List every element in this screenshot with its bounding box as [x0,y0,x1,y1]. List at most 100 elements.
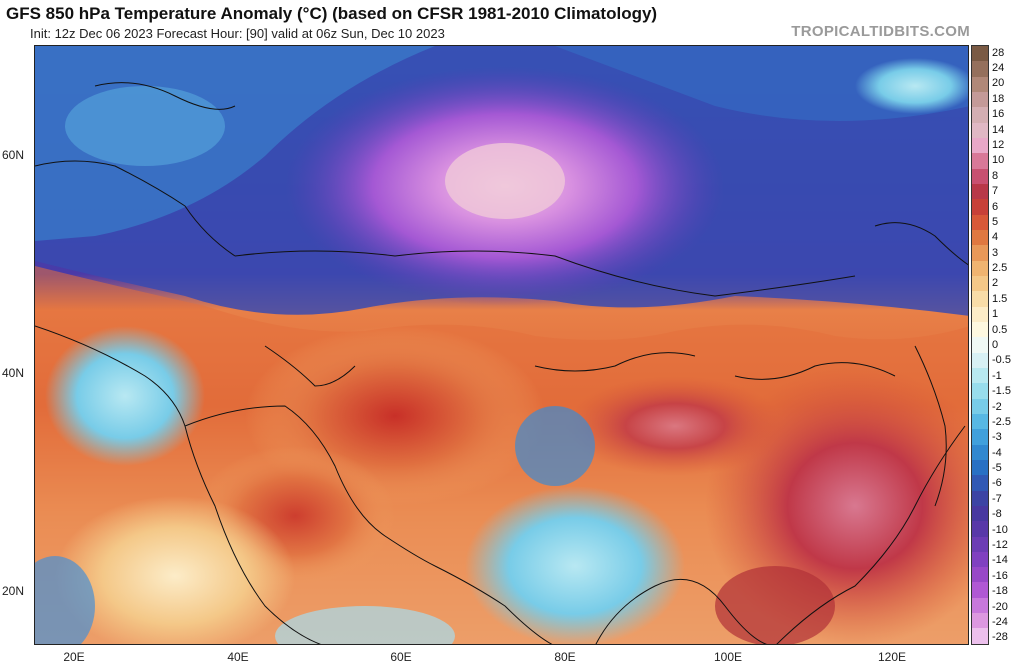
colorbar-segment [972,367,988,384]
colorbar-tick-label: 24 [992,62,1005,75]
site-brand: TROPICALTIDBITS.COM [791,23,970,40]
colorbar-segment [972,413,988,430]
lat-label-40n: 40N [2,366,25,380]
colorbar-tick-label: -10 [992,523,1008,536]
colorbar-tick-label: -14 [992,554,1008,567]
colorbar-tick-label: 2 [992,277,999,290]
lat-label-60n: 60N [2,148,25,162]
colorbar-segment [972,551,988,568]
cool-anomaly-mediterranean [45,326,205,466]
cold-anomaly-center [445,143,565,219]
colorbar-segment [972,459,988,476]
colorbar-segment [972,337,988,353]
colorbar-tick-label: -3 [992,431,1002,444]
colorbar-tick-label: -0.5 [992,354,1011,367]
colorbar-segment [972,505,988,522]
colorbar-segment [972,521,988,537]
colorbar-segment [972,137,988,154]
colorbar-tick-label: -5 [992,462,1002,475]
colorbar-segment [972,597,988,614]
colorbar-segment [972,291,988,307]
colorbar-tick-label: 5 [992,215,999,228]
lat-label-20n: 20N [2,584,25,598]
lon-label-20e: 20E [63,650,85,664]
colorbar-segment [972,536,988,552]
colorbar-segment [972,321,988,338]
colorbar-tick-label: 18 [992,92,1005,105]
colorbar-tick-label: -6 [992,477,1002,490]
cool-anomaly-arabian-sea [275,606,455,644]
colorbar-tick-label: 10 [992,154,1005,167]
anomaly-map [34,45,969,645]
colorbar-tick-label: 0.5 [992,323,1008,336]
colorbar-segment [972,567,988,583]
colorbar-segment [972,429,988,445]
colorbar-segment [972,444,988,460]
colorbar-segment [972,229,988,246]
colorbar-segment [972,582,988,598]
colorbar-tick-label: 12 [992,139,1005,151]
map-canvas [35,46,968,644]
colorbar-tick-label: -2 [992,400,1002,413]
colorbar-tick-label: -8 [992,508,1002,521]
colorbar-tick-label: -12 [992,539,1008,551]
colorbar-segment [972,260,988,276]
colorbar-tick-label: 28 [992,46,1005,59]
colorbar-segment [972,613,988,629]
colorbar-segment [972,76,988,92]
colorbar-tick-label: 16 [992,108,1005,121]
colorbar-tick-label: 4 [992,231,999,244]
colorbar-tick-label: -18 [992,585,1008,598]
cool-anomaly-india [465,486,685,644]
colorbar-tick-label: 1 [992,308,999,321]
colorbar-segment [972,122,988,138]
warm-anomaly-tibet [565,376,785,476]
colorbar-tick-label: -2.5 [992,415,1011,428]
colorbar-segment [972,475,988,491]
lon-label-80e: 80E [554,650,576,664]
colorbar-segment [972,306,988,322]
lon-label-120e: 120E [877,650,907,664]
colorbar-segment [972,275,988,292]
colorbar-segment [972,107,988,123]
lon-label-100e: 100E [713,650,743,664]
colorbar-segment [972,46,988,62]
colorbar-segment [972,153,988,169]
colorbar-tick-label: -1 [992,369,1002,382]
colorbar-segment [972,199,988,215]
colorbar-tick-label: -4 [992,446,1002,459]
colorbar-segment [972,352,988,368]
colorbar-tick-label: 1.5 [992,292,1008,305]
colorbar-segment [972,628,988,644]
chart-title: GFS 850 hPa Temperature Anomaly (°C) (ba… [6,4,658,23]
colorbar-segment [972,168,988,184]
chart-subtitle: Init: 12z Dec 06 2023 Forecast Hour: [90… [30,26,445,41]
mild-cold-patch [855,58,968,114]
colorbar-tick-label: 3 [992,246,999,259]
cool-anomaly-himalaya [515,406,595,486]
colorbar-segment [972,61,988,77]
colorbar-tick-label: -7 [992,492,1002,505]
colorbar-tick-label: 0 [992,339,999,351]
scandinavia-patch [65,86,225,166]
colorbar-tick-label: -20 [992,600,1008,613]
colorbar-tick-label: 2.5 [992,262,1008,275]
lon-label-40e: 40E [227,650,249,664]
colorbar-segment [972,398,988,414]
colorbar-tick-label: 14 [992,123,1005,136]
colorbar-labels: 28 24 20 18 16 14 12 10 8 7 6 5 4 3 2.5 2 1.5 1 0.5 0 -0.5 -1… [992,45,1024,645]
colorbar-tick-label: -28 [992,631,1008,644]
colorbar-tick-label: 8 [992,169,999,182]
colorbar-segment [972,383,988,399]
colorbar-tick-label: -1.5 [992,385,1011,398]
coastlines [35,82,968,644]
colorbar-tick-label: 7 [992,185,999,198]
warm-anomaly-indochina [715,566,835,644]
colorbar-segment [972,214,988,230]
cold-region-northeast [555,46,968,121]
colorbar-segment [972,245,988,261]
colorbar-tick-label: 6 [992,200,999,213]
colorbar [971,45,989,645]
colorbar-tick-label: -24 [992,615,1008,628]
colorbar-segment [972,183,988,200]
